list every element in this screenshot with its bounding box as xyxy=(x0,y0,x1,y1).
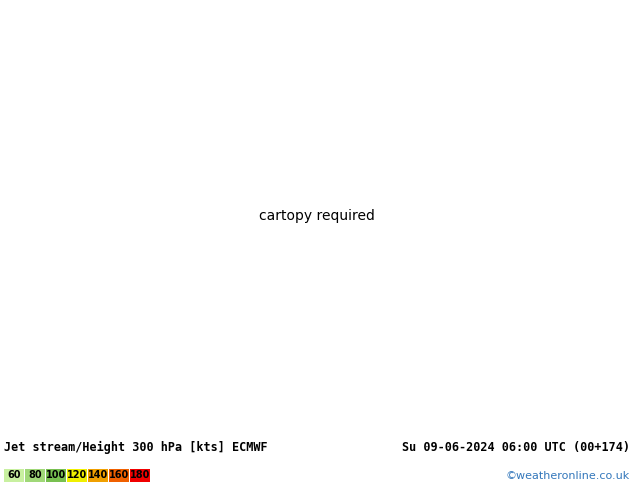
Bar xyxy=(25,469,45,482)
Text: Jet stream/Height 300 hPa [kts] ECMWF: Jet stream/Height 300 hPa [kts] ECMWF xyxy=(4,441,268,454)
Text: ©weatheronline.co.uk: ©weatheronline.co.uk xyxy=(506,471,630,481)
Bar xyxy=(4,469,24,482)
Bar xyxy=(67,469,87,482)
Text: 160: 160 xyxy=(109,470,129,480)
Bar xyxy=(88,469,108,482)
Bar xyxy=(46,469,66,482)
Text: 180: 180 xyxy=(130,470,150,480)
Bar xyxy=(130,469,150,482)
Text: cartopy required: cartopy required xyxy=(259,209,375,222)
Text: Su 09-06-2024 06:00 UTC (00+174): Su 09-06-2024 06:00 UTC (00+174) xyxy=(402,441,630,454)
Text: 80: 80 xyxy=(28,470,42,480)
Text: 120: 120 xyxy=(67,470,87,480)
Bar xyxy=(109,469,129,482)
Text: 60: 60 xyxy=(7,470,21,480)
Text: 100: 100 xyxy=(46,470,66,480)
Text: 140: 140 xyxy=(88,470,108,480)
